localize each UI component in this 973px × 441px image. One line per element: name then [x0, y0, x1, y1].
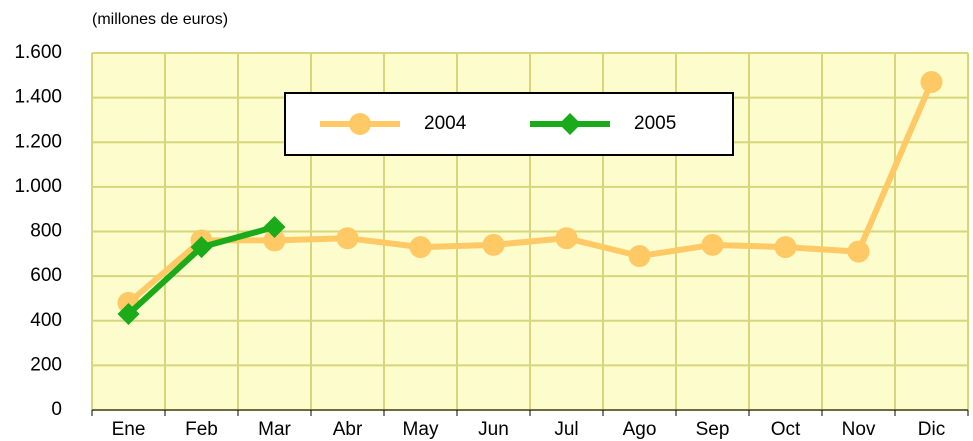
- y-tick-label: 1.000: [14, 176, 62, 197]
- marks: [117, 71, 943, 326]
- x-tick-label: Jun: [478, 419, 509, 440]
- x-tick-label: Ago: [623, 419, 657, 440]
- marker: [920, 71, 943, 94]
- marker: [847, 240, 870, 263]
- y-tick-label: 800: [30, 221, 62, 242]
- marker: [774, 236, 797, 259]
- x-tick-label: Mar: [258, 419, 291, 440]
- y-tick-label: 200: [30, 354, 62, 375]
- x-tick-label: Sep: [696, 419, 730, 440]
- marker: [349, 113, 371, 135]
- x-tick-label: Oct: [771, 419, 801, 440]
- legend-items: 2004 2005: [320, 113, 676, 135]
- x-tick-label: Jul: [554, 419, 578, 440]
- y-tick-label: 400: [30, 310, 62, 331]
- x-tick-label: Ene: [112, 419, 146, 440]
- marker: [555, 227, 578, 250]
- series-line: [126, 80, 935, 306]
- marker: [336, 227, 359, 250]
- x-tick-label: May: [403, 419, 439, 440]
- x-tick-label: Nov: [842, 419, 876, 440]
- marker: [263, 229, 286, 252]
- marker: [701, 233, 724, 256]
- marker: [482, 233, 505, 256]
- x-tick-label: Dic: [918, 419, 945, 440]
- y-tick-label: 0: [51, 399, 62, 420]
- x-tick-label: Feb: [185, 419, 218, 440]
- marker: [409, 236, 432, 259]
- marker: [117, 303, 140, 326]
- y-tick-label: 1.400: [14, 87, 62, 108]
- marker: [263, 216, 286, 239]
- y-tick-label: 1.600: [14, 42, 62, 63]
- marker: [628, 245, 651, 268]
- legend-label: 2005: [634, 113, 676, 134]
- y-tick-label: 600: [30, 265, 62, 286]
- marker: [559, 113, 581, 135]
- legend-label: 2004: [424, 113, 467, 134]
- chart-subtitle: (millones de euros): [92, 11, 228, 28]
- x-tick-label: Abr: [333, 419, 363, 440]
- y-tick-label: 1.200: [14, 131, 62, 152]
- marker: [190, 236, 213, 259]
